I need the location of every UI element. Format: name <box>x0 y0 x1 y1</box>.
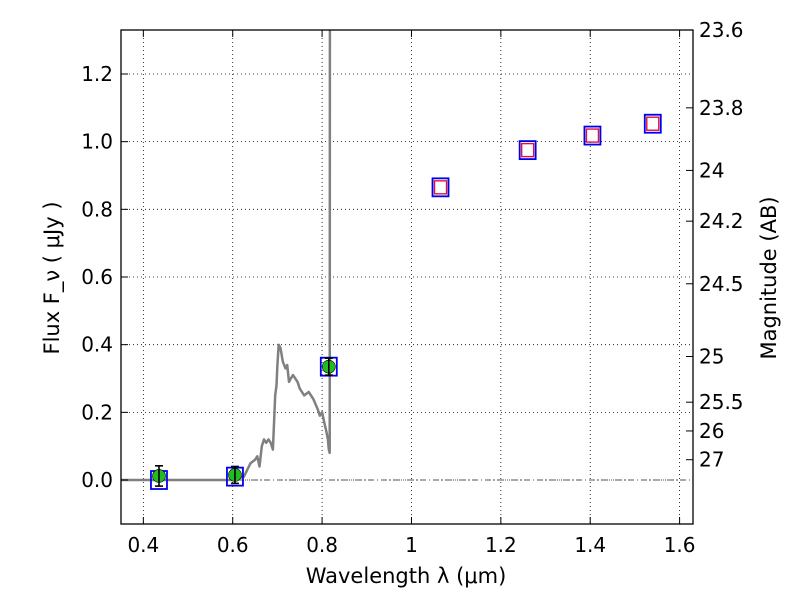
right-tick-label: 23.6 <box>699 18 744 42</box>
y-tick-label: 1.0 <box>81 130 113 154</box>
x-tick-label: 1.6 <box>664 533 696 557</box>
right-tick-label: 25 <box>699 345 724 369</box>
x-axis-title: Wavelength λ (μm) <box>306 564 507 588</box>
y-axis-title: Flux F_ν ( μJy ) <box>40 201 65 354</box>
y-tick-label: 0.2 <box>81 400 113 424</box>
blue-square-marker <box>643 113 662 134</box>
y-axis-left: 0.0 0.2 0.4 0.6 0.8 1.0 1.2 <box>81 62 128 492</box>
series-line-model_sed <box>121 29 332 482</box>
y-tick-label: 0.8 <box>81 197 113 221</box>
plot-area <box>121 29 662 490</box>
right-tick-label: 24.2 <box>699 209 744 233</box>
right-tick-label: 26 <box>699 419 724 443</box>
x-axis: 0.4 0.6 0.8 1 1.2 1.4 1.6 <box>127 30 696 557</box>
red-square-marker <box>433 180 448 195</box>
y-tick-label: 0.6 <box>81 265 113 289</box>
right-tick-label: 27 <box>699 448 724 472</box>
y-axis-right: 23.6 23.8 24 24.2 24.5 25 25.5 26 27 <box>686 18 744 472</box>
right-tick-label: 24 <box>699 158 724 182</box>
blue-square-marker <box>431 177 450 198</box>
x-tick-label: 0.4 <box>127 533 159 557</box>
red-square-marker <box>520 142 535 158</box>
y-tick-label: 0.0 <box>81 468 113 492</box>
x-tick-label: 1.4 <box>574 533 606 557</box>
blue-square-marker <box>518 140 537 161</box>
y-tick-label: 0.4 <box>81 333 113 357</box>
right-tick-label: 23.8 <box>699 96 744 120</box>
right-tick-label: 24.5 <box>699 272 744 296</box>
red-square-marker <box>585 128 600 143</box>
blue-square-marker <box>583 125 602 146</box>
y-tick-label: 1.2 <box>81 62 113 86</box>
right-tick-label: 25.5 <box>699 390 744 414</box>
y-axis-right-title: Magnitude (AB) <box>757 196 781 359</box>
red-square-marker <box>646 116 660 131</box>
x-tick-label: 0.6 <box>217 533 249 557</box>
x-tick-label: 0.8 <box>306 533 338 557</box>
x-tick-label: 1.2 <box>485 533 517 557</box>
x-tick-label: 1 <box>405 533 418 557</box>
